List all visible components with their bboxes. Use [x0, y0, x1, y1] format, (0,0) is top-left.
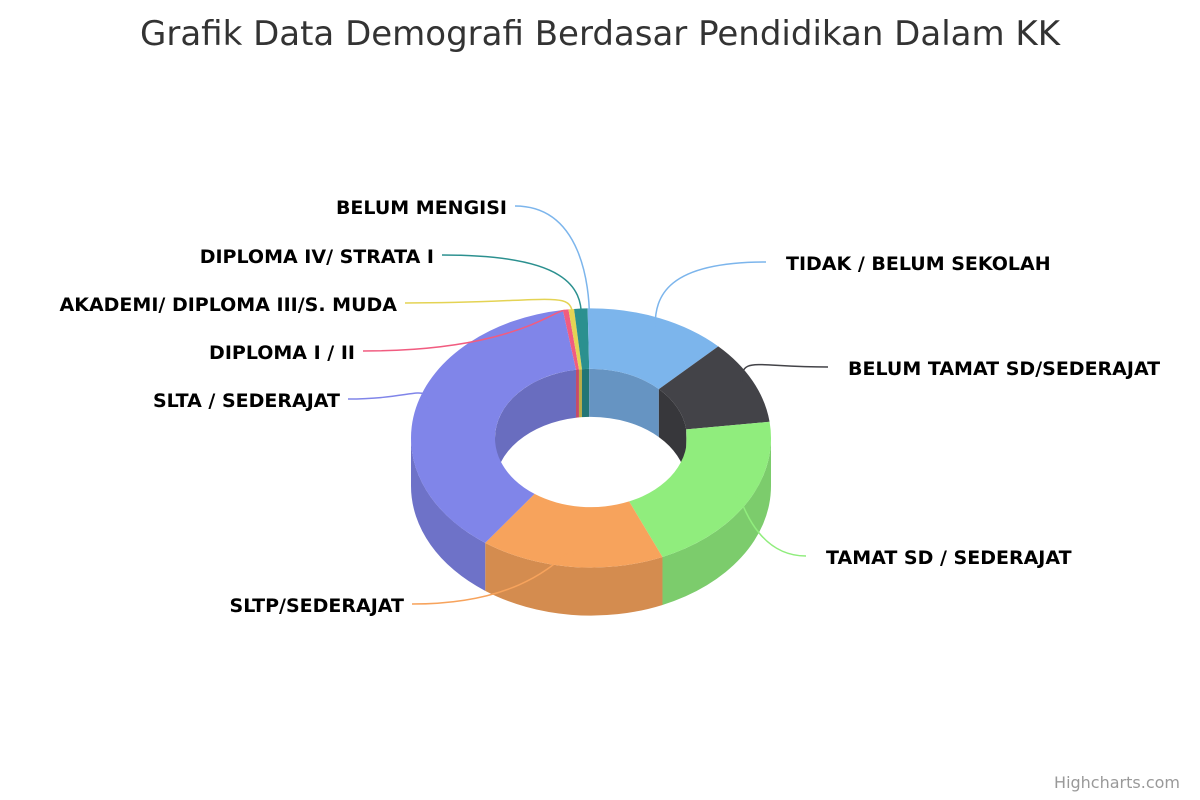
donut-top-faces	[411, 308, 771, 568]
data-label-3: TAMAT SD / SEDERAJAT	[826, 547, 1072, 569]
label-connectors	[347, 205, 829, 605]
slice-9	[587, 308, 591, 369]
slice-inner-wall	[591, 368, 659, 438]
slice-inner-wall	[575, 369, 579, 418]
data-label-2: BELUM TAMAT SD/SEDERAJAT	[848, 358, 1160, 380]
slice-8	[574, 308, 590, 370]
data-label-8: DIPLOMA IV/ STRATA I	[200, 246, 434, 268]
data-label-6: DIPLOMA I / II	[209, 342, 355, 364]
credits-link[interactable]: Highcharts.com	[1054, 773, 1180, 792]
data-label-4: SLTP/SEDERAJAT	[230, 595, 405, 617]
slice-4	[485, 493, 663, 568]
connector-1	[654, 261, 767, 327]
slice-5	[411, 309, 576, 543]
connector-3	[735, 490, 807, 557]
slice-6	[562, 309, 579, 370]
slice-inner-wall	[578, 369, 582, 418]
slice-3	[629, 421, 771, 557]
connector-8	[441, 254, 583, 318]
data-label-5: SLTA / SEDERAJAT	[153, 390, 340, 412]
slice-inner-wall	[581, 368, 590, 418]
slice-outer-wall	[485, 542, 663, 616]
slice-inner-wall	[658, 389, 687, 478]
connector-5	[347, 392, 429, 410]
chart-title: Grafik Data Demografi Berdasar Pendidika…	[140, 14, 1060, 54]
slice-2	[658, 346, 770, 430]
connector-9	[514, 205, 591, 318]
slice-inner-wall	[589, 368, 591, 417]
slice-outer-wall	[411, 438, 486, 591]
slice-1	[591, 308, 719, 390]
connector-4	[411, 550, 574, 605]
connector-7	[404, 298, 574, 319]
slice-inner-wall	[495, 369, 576, 486]
data-label-9: BELUM MENGISI	[336, 197, 507, 219]
slice-outer-wall	[662, 438, 771, 605]
data-label-7: AKADEMI/ DIPLOMA III/S. MUDA	[60, 294, 398, 316]
data-labels: TIDAK / BELUM SEKOLAH BELUM TAMAT SD/SEDE…	[60, 197, 1161, 617]
slice-7	[568, 308, 582, 370]
donut-back-faces	[495, 368, 687, 486]
connector-2	[740, 363, 829, 385]
data-label-1: TIDAK / BELUM SEKOLAH	[786, 253, 1051, 275]
connector-6	[362, 309, 569, 352]
donut-side-faces	[411, 438, 771, 616]
